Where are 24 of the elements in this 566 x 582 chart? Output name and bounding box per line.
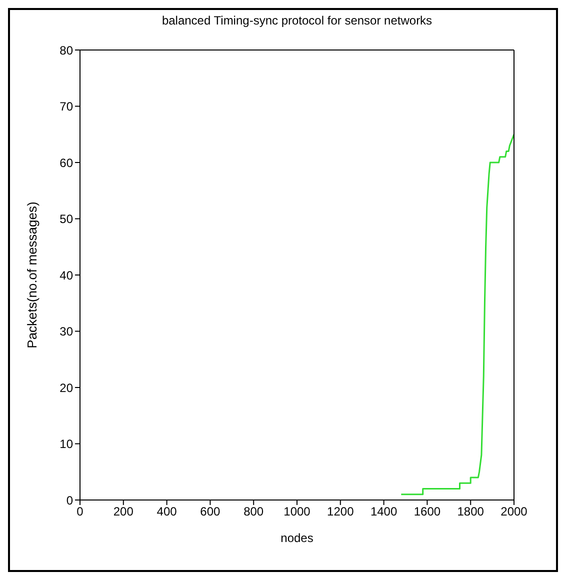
chart-title: balanced Timing-sync protocol for sensor networks bbox=[162, 14, 432, 28]
y-tick-label: 0 bbox=[66, 493, 74, 508]
x-tick-label: 200 bbox=[113, 504, 134, 519]
y-tick-label: 20 bbox=[60, 380, 74, 395]
y-tick-label: 50 bbox=[60, 212, 74, 226]
x-axis-title: nodes bbox=[280, 531, 314, 545]
x-tick-label: 1200 bbox=[327, 504, 354, 519]
x-tick-label: 1600 bbox=[414, 504, 441, 519]
x-tick-label: 2000 bbox=[500, 504, 528, 519]
x-tick-label: 0 bbox=[76, 504, 84, 519]
line-series bbox=[400, 134, 514, 496]
y-tick-label: 60 bbox=[60, 156, 74, 170]
y-tick-label: 10 bbox=[60, 437, 74, 452]
x-tick-label: 600 bbox=[200, 504, 221, 519]
y-tick-label: 70 bbox=[60, 100, 74, 114]
y-tick-label: 40 bbox=[60, 268, 74, 282]
y-tick-label: 30 bbox=[60, 324, 74, 339]
x-tick-label: 1800 bbox=[457, 504, 484, 519]
x-tick-label: 1400 bbox=[370, 504, 398, 519]
x-tick-label: 1000 bbox=[284, 504, 311, 519]
x-tick-label: 400 bbox=[156, 504, 178, 519]
y-tick-label: 80 bbox=[60, 43, 74, 58]
y-axis-title: Packets(no.of messages) bbox=[24, 202, 40, 348]
x-tick-label: 800 bbox=[244, 504, 264, 519]
